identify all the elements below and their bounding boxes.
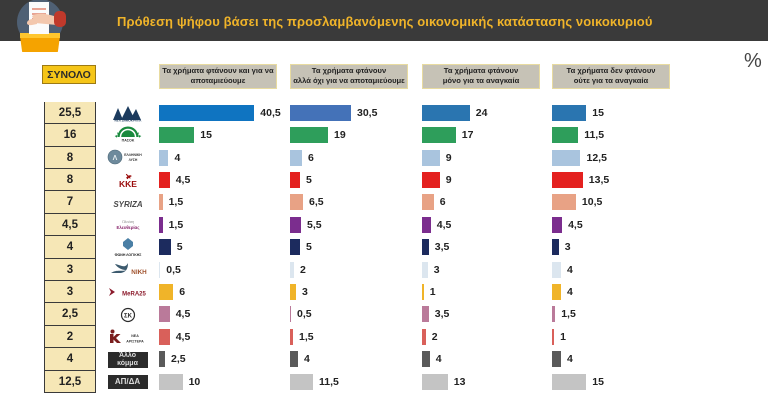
- svg-text:ΠΑΣΟΚ: ΠΑΣΟΚ: [121, 139, 134, 143]
- svg-text:KKE: KKE: [119, 179, 137, 189]
- svg-text:ΝΕΑ: ΝΕΑ: [131, 334, 139, 338]
- svg-text:Πλεύση: Πλεύση: [121, 220, 133, 224]
- svg-text:ΝΕΑ ΔΗΜΟΚΡΑΤΙΑ: ΝΕΑ ΔΗΜΟΚΡΑΤΙΑ: [114, 118, 142, 122]
- svg-text:SYRIZA: SYRIZA: [113, 200, 143, 209]
- svg-text:ΣΚ: ΣΚ: [124, 313, 133, 319]
- svg-text:MeRA25: MeRA25: [122, 292, 146, 298]
- svg-text:ΝΙΚΗ: ΝΙΚΗ: [131, 269, 147, 276]
- svg-text:Λ: Λ: [112, 155, 117, 162]
- svg-text:Ελευθερίας: Ελευθερίας: [116, 225, 140, 230]
- svg-text:ΕΛΛΗΝΙΚΗ: ΕΛΛΗΝΙΚΗ: [124, 153, 142, 157]
- svg-text:ΦΩΝΗ ΛΟΓΙΚΗΣ: ΦΩΝΗ ΛΟΓΙΚΗΣ: [114, 253, 141, 257]
- svg-text:ΑΡΙΣΤΕΡΑ: ΑΡΙΣΤΕΡΑ: [126, 340, 144, 344]
- svg-text:ΛΥΣΗ: ΛΥΣΗ: [128, 158, 137, 162]
